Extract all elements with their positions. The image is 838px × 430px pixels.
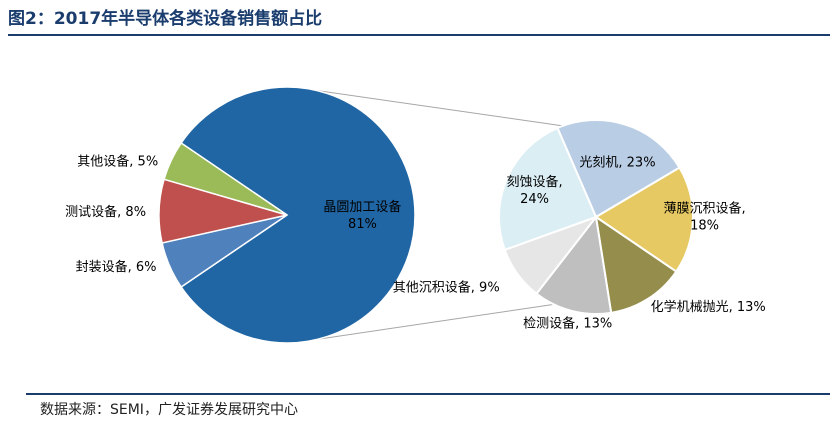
breakdown-pie-label-0: 光刻机, 23% [579, 155, 655, 170]
breakdown-pie-slice-5 [498, 126, 598, 252]
source-note: 数据来源：SEMI，广发证券发展研究中心 [40, 402, 298, 418]
connector-line-bottom [293, 303, 554, 344]
breakdown-pie-label-1: 薄膜沉积设备, 18% [664, 200, 746, 233]
main-pie-slice-3 [163, 142, 288, 216]
breakdown-pie-label-4: 其他沉积设备, 9% [393, 280, 500, 296]
breakdown-pie-label-5: 刻蚀设备, 24% [507, 174, 563, 207]
breakdown-pie-slice-2 [594, 214, 678, 314]
title-divider [8, 34, 830, 36]
main-pie-label-0: 晶圆加工设备 81% [323, 199, 401, 232]
main-pie-label-3: 其他设备, 5% [77, 154, 158, 170]
figure-title: 图2：2017年半导体各类设备销售额占比 [8, 9, 323, 29]
connector-line-top [293, 86, 563, 127]
main-pie-slice-0 [180, 86, 416, 344]
breakdown-pie-label-3: 检测设备, 13% [523, 316, 612, 332]
main-pie-label-2: 测试设备, 8% [65, 204, 146, 220]
source-divider [26, 393, 830, 395]
breakdown-pie-label-2: 化学机械抛光, 13% [651, 299, 766, 315]
breakdown-pie-slice-1 [594, 166, 694, 273]
breakdown-pie-slice-0 [556, 119, 681, 219]
main-pie-label-1: 封装设备, 6% [76, 259, 157, 275]
breakdown-pie-slice-3 [535, 214, 613, 316]
